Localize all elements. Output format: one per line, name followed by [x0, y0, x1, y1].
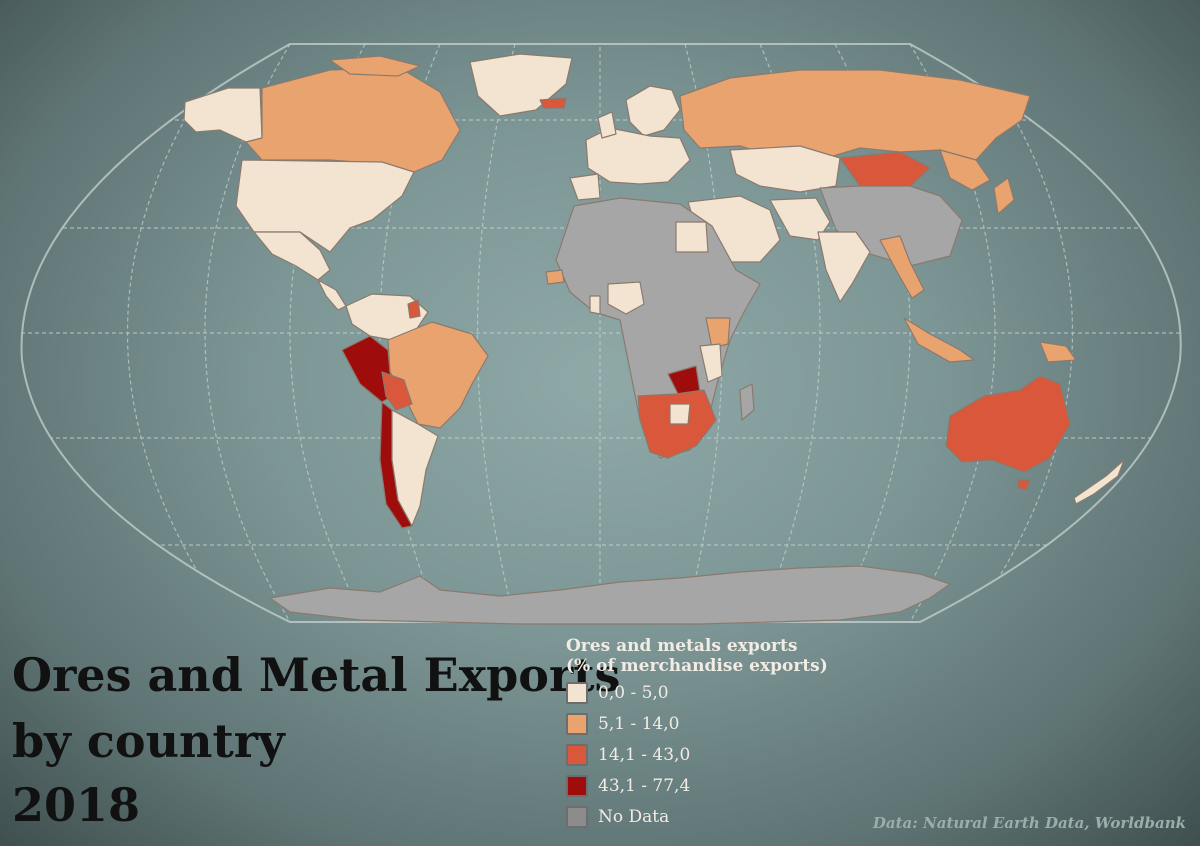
- west-africa: [545, 269, 565, 285]
- map-title-line-3: 2018: [12, 778, 141, 832]
- new-zealand: [1073, 459, 1125, 505]
- madagascar: [739, 383, 755, 421]
- map-title-line-1: Ores and Metal Exports: [12, 648, 621, 702]
- papua: [1039, 341, 1077, 363]
- legend-title-line-2: (% of merchandise exports): [566, 656, 828, 676]
- legend-item: No Data: [566, 802, 828, 831]
- alaska: [183, 87, 263, 143]
- legend-swatch: [566, 712, 588, 735]
- scandinavia: [625, 85, 681, 137]
- legend-swatch: [566, 681, 588, 704]
- mongolia: [839, 151, 931, 187]
- tasmania: [1017, 479, 1031, 491]
- indonesia: [903, 317, 975, 363]
- kenya-tanzania: [705, 317, 731, 349]
- legend-label: No Data: [598, 806, 670, 827]
- legend-title-line-1: Ores and metals exports: [566, 636, 798, 656]
- map-title-line-2: by country: [12, 714, 285, 768]
- mexico: [253, 231, 331, 281]
- iran-pakistan: [769, 197, 831, 241]
- egypt: [675, 221, 709, 253]
- legend-item: 43,1 - 77,4: [566, 771, 828, 800]
- bolivia: [381, 371, 413, 411]
- legend-swatch: [566, 774, 588, 797]
- legend-label: 0,0 - 5,0: [598, 682, 669, 703]
- legend-label: 14,1 - 43,0: [598, 744, 691, 765]
- nigeria: [607, 281, 645, 315]
- legend-label: 43,1 - 77,4: [598, 775, 691, 796]
- mozambique: [699, 343, 723, 383]
- legend-label: 5,1 - 14,0: [598, 713, 680, 734]
- western-europe: [585, 127, 691, 185]
- guyana: [407, 299, 421, 319]
- legend: Ores and metals exports (% of merchandis…: [566, 636, 828, 831]
- kazakhstan-central-asia: [729, 145, 841, 193]
- legend-item: 5,1 - 14,0: [566, 709, 828, 738]
- japan: [993, 177, 1015, 215]
- uk: [597, 111, 617, 139]
- india: [817, 231, 871, 303]
- brazil: [387, 321, 489, 429]
- russia: [679, 69, 1031, 161]
- legend-item: 14,1 - 43,0: [566, 740, 828, 769]
- legend-item: 0,0 - 5,0: [566, 678, 828, 707]
- data-source: Data: Natural Earth Data, Worldbank: [872, 814, 1186, 832]
- southeast-asia: [879, 235, 925, 299]
- argentina: [391, 409, 439, 527]
- ghana: [589, 295, 601, 315]
- legend-swatch: [566, 743, 588, 766]
- canada-islands: [329, 55, 421, 77]
- iceland: [539, 97, 567, 109]
- usa: [235, 159, 415, 253]
- canada: [245, 67, 461, 173]
- antarctica: [269, 565, 951, 625]
- botswana: [669, 403, 691, 425]
- central-america: [317, 279, 347, 311]
- far-east-russia: [939, 149, 991, 191]
- iberia: [569, 173, 601, 201]
- legend-swatch: [566, 805, 588, 828]
- australia: [945, 375, 1071, 473]
